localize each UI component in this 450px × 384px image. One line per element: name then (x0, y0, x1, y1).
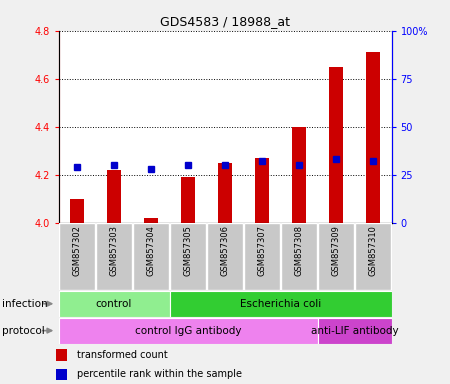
Text: anti-LIF antibody: anti-LIF antibody (310, 326, 398, 336)
Bar (180, 177, 195, 223)
Text: percentile rank within the sample: percentile rank within the sample (77, 369, 242, 379)
Text: GSM857305: GSM857305 (184, 225, 193, 276)
FancyBboxPatch shape (170, 223, 206, 290)
FancyBboxPatch shape (244, 223, 280, 290)
Title: GDS4583 / 18988_at: GDS4583 / 18988_at (160, 15, 290, 28)
Bar (218, 163, 232, 223)
Bar (56, 349, 67, 361)
Bar (365, 52, 380, 223)
Bar (58, 318, 318, 344)
Bar (170, 291, 392, 317)
Text: control IgG antibody: control IgG antibody (135, 326, 241, 336)
Text: GSM857307: GSM857307 (257, 225, 266, 276)
Text: infection: infection (2, 299, 48, 309)
FancyBboxPatch shape (318, 223, 354, 290)
Text: GSM857303: GSM857303 (109, 225, 118, 276)
Text: GSM857306: GSM857306 (220, 225, 230, 276)
Text: GSM857309: GSM857309 (332, 225, 341, 276)
Bar (58, 291, 170, 317)
FancyBboxPatch shape (281, 223, 317, 290)
Bar (318, 318, 392, 344)
Text: GSM857304: GSM857304 (147, 225, 156, 276)
Text: GSM857310: GSM857310 (369, 225, 378, 276)
Text: GSM857302: GSM857302 (72, 225, 81, 276)
FancyBboxPatch shape (207, 223, 243, 290)
FancyBboxPatch shape (58, 223, 95, 290)
Bar (107, 170, 122, 223)
Bar (328, 67, 343, 223)
Text: transformed count: transformed count (77, 350, 167, 360)
Bar (56, 369, 67, 380)
Text: protocol: protocol (2, 326, 45, 336)
Bar (70, 199, 85, 223)
Bar (144, 218, 158, 223)
FancyBboxPatch shape (133, 223, 169, 290)
Bar (292, 127, 306, 223)
Bar (255, 158, 270, 223)
FancyBboxPatch shape (96, 223, 132, 290)
Text: Escherichia coli: Escherichia coli (240, 299, 321, 309)
FancyBboxPatch shape (355, 223, 392, 290)
Text: control: control (96, 299, 132, 309)
Text: GSM857308: GSM857308 (294, 225, 303, 276)
